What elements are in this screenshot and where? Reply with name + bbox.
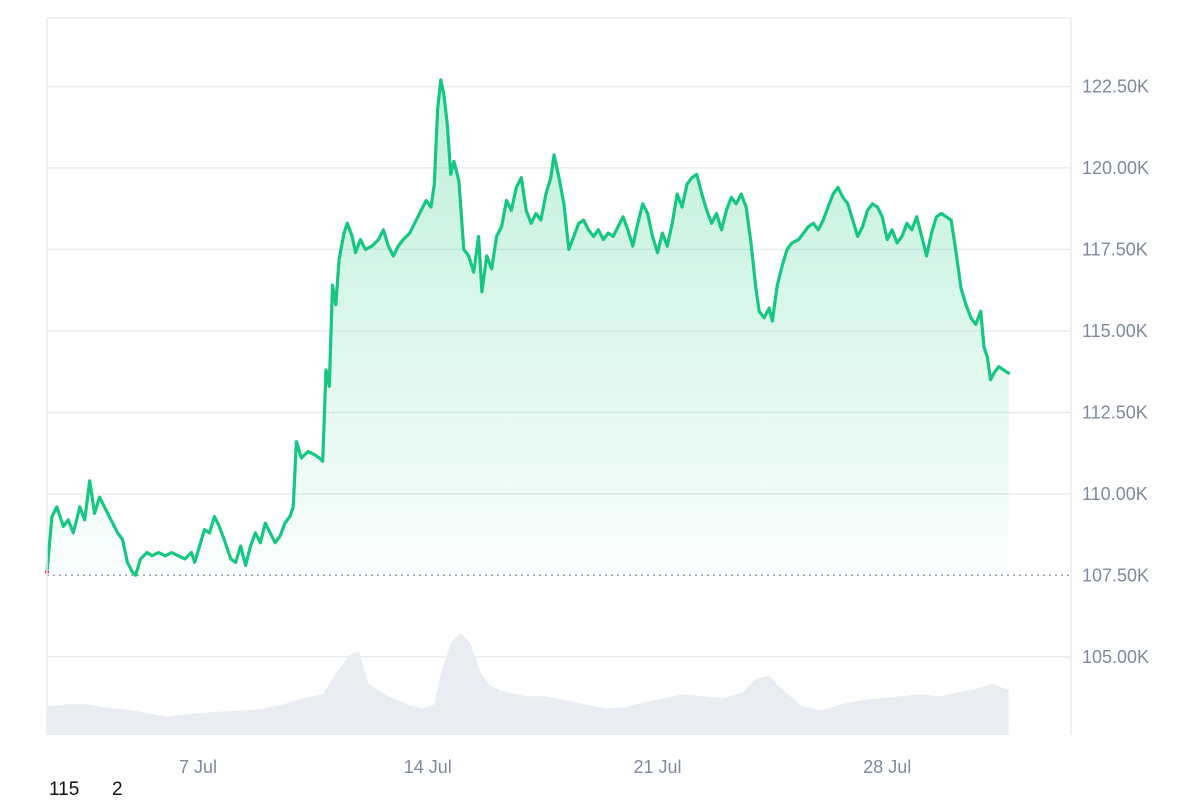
y-tick-label: 112.50K xyxy=(1082,402,1148,422)
x-tick-label: 21 Jul xyxy=(633,757,681,777)
footer-value-a: 115 xyxy=(49,779,80,800)
x-tick-label: 14 Jul xyxy=(404,757,452,777)
y-tick-label: 115.00K xyxy=(1082,321,1148,341)
y-tick-label: 122.50K xyxy=(1082,76,1149,96)
price-line xyxy=(45,78,1011,577)
footer-value-b: 2 xyxy=(112,779,123,800)
y-tick-label: 105.00K xyxy=(1082,647,1149,667)
y-tick-label: 110.00K xyxy=(1082,484,1148,504)
y-tick-label: 120.00K xyxy=(1082,158,1149,178)
y-tick-label: 117.50K xyxy=(1082,239,1148,259)
x-tick-label: 7 Jul xyxy=(179,757,217,777)
price-area-fill xyxy=(47,79,1009,576)
volume-area xyxy=(47,633,1009,735)
y-tick-label: 107.50K xyxy=(1082,565,1149,585)
x-tick-label: 28 Jul xyxy=(863,757,911,777)
